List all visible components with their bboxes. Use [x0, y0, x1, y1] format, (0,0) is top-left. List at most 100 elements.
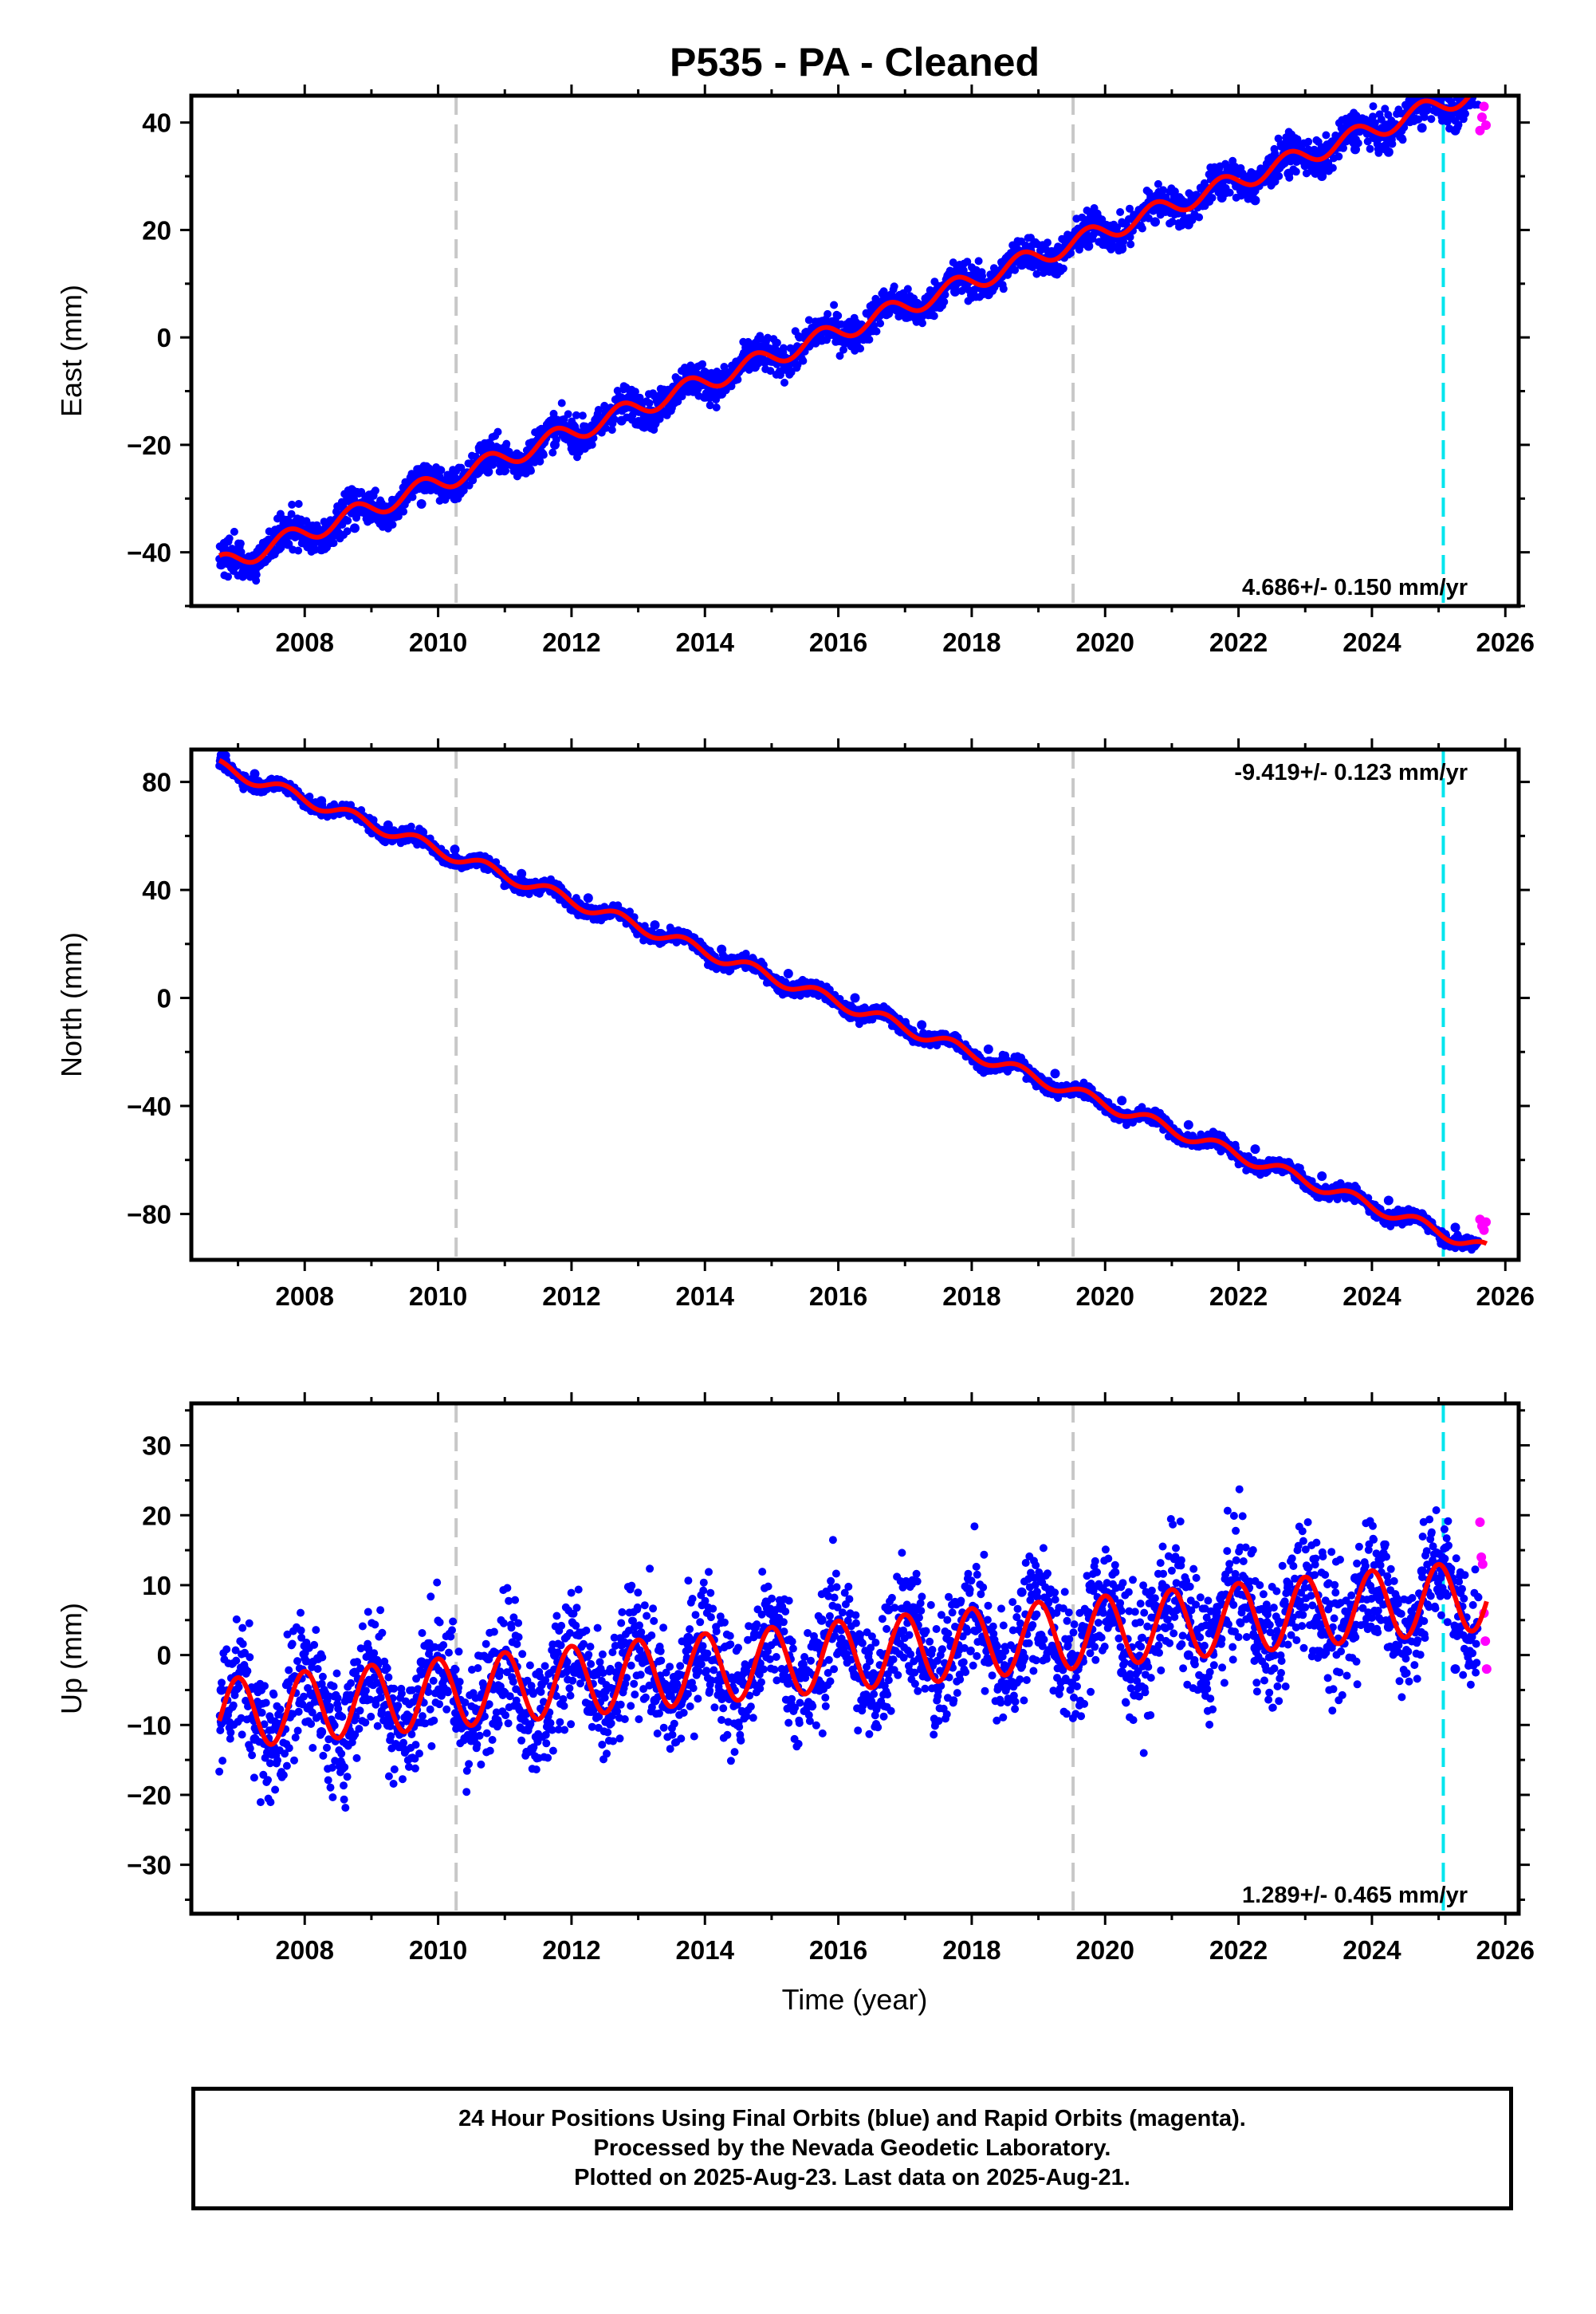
final-orbit-point — [1250, 1144, 1260, 1155]
final-orbit-point — [216, 560, 226, 570]
final-orbit-point — [749, 362, 760, 372]
y-tick-label: −30 — [127, 1851, 171, 1880]
y-axis-label: North (mm) — [55, 932, 88, 1077]
final-orbit-point — [883, 1604, 894, 1615]
final-orbit-point — [1050, 1068, 1060, 1079]
x-tick-label: 2026 — [1476, 628, 1535, 657]
model-fit-line — [218, 96, 1473, 565]
x-tick-label: 2026 — [1476, 1935, 1535, 1965]
final-orbit-point — [1117, 244, 1127, 254]
final-orbit-point — [583, 893, 593, 903]
final-orbit-point — [1117, 1667, 1127, 1678]
final-orbit-point — [650, 1695, 660, 1706]
x-tick-label: 2020 — [1076, 628, 1134, 657]
footer-line-3: Plotted on 2025-Aug-23. Last data on 202… — [574, 2165, 1130, 2190]
y-tick-label: 20 — [142, 215, 171, 245]
final-orbit-point — [650, 920, 660, 931]
final-orbit-point — [1083, 241, 1094, 251]
x-tick-label: 2026 — [1476, 1281, 1535, 1311]
final-orbit-point — [517, 1713, 527, 1723]
final-orbit-point — [583, 1706, 593, 1716]
x-axis-label: Time (year) — [782, 1983, 928, 2016]
y-tick-label: −20 — [127, 431, 171, 460]
final-orbit-point — [483, 1654, 493, 1663]
final-orbit-point — [1317, 1629, 1327, 1639]
final-orbit-point — [1050, 262, 1060, 273]
y-tick-label: 30 — [142, 1431, 171, 1461]
velocity-rate-label: 4.686+/- 0.150 mm/yr — [1242, 575, 1468, 600]
final-orbit-point — [816, 1615, 827, 1625]
final-orbit-point — [717, 1688, 727, 1698]
final-orbit-point — [717, 944, 727, 954]
final-orbit-scatter — [215, 96, 1482, 585]
x-tick-label: 2024 — [1342, 1935, 1401, 1965]
x-tick-label: 2008 — [276, 1281, 334, 1311]
final-orbit-point — [250, 566, 260, 577]
final-orbit-point — [683, 1632, 694, 1643]
x-tick-label: 2016 — [809, 628, 867, 657]
final-orbit-point — [483, 466, 493, 477]
final-orbit-point — [250, 1734, 260, 1744]
final-orbit-point — [650, 418, 660, 428]
x-tick-label: 2012 — [542, 628, 600, 657]
x-tick-label: 2012 — [542, 1281, 600, 1311]
rapid-orbit-point — [1475, 1517, 1485, 1528]
final-orbit-point — [316, 545, 327, 555]
final-orbit-point — [1417, 123, 1427, 133]
final-orbit-point — [383, 520, 393, 530]
final-orbit-point — [816, 335, 827, 345]
final-orbit-point — [1050, 1650, 1060, 1660]
final-orbit-point — [450, 1716, 460, 1726]
final-orbit-point — [583, 439, 593, 450]
x-tick-label: 2010 — [409, 628, 467, 657]
final-orbit-point — [1083, 1608, 1094, 1619]
final-orbit-point — [1450, 125, 1460, 136]
y-tick-label: −40 — [127, 538, 171, 568]
footer-line-1: 24 Hour Positions Using Final Orbits (bl… — [458, 2106, 1246, 2131]
final-orbit-point — [1383, 1622, 1394, 1632]
plot-frame — [189, 747, 1521, 1262]
y-tick-label: −80 — [127, 1199, 171, 1229]
y-tick-label: 10 — [142, 1571, 171, 1600]
final-orbit-point — [450, 844, 460, 855]
panels-group: 2008 2010 2012 2014 2016 2018 2020 2022 2024 2026… — [55, 85, 1535, 2016]
x-tick-label: 2016 — [809, 1281, 867, 1311]
final-orbit-point — [1016, 260, 1027, 270]
final-orbit-point — [883, 308, 894, 318]
y-tick-label: 80 — [142, 768, 171, 797]
final-orbit-point — [517, 466, 527, 477]
final-orbit-point — [283, 539, 293, 549]
plot-area — [215, 96, 1492, 606]
final-orbit-point — [783, 1678, 793, 1688]
x-tick-label: 2020 — [1076, 1281, 1134, 1311]
y-tick-label: −40 — [127, 1092, 171, 1121]
footer-line-2: Processed by the Nevada Geodetic Laborat… — [593, 2135, 1111, 2161]
final-orbit-point — [1350, 1573, 1361, 1584]
final-orbit-point — [549, 439, 560, 450]
x-tick-label: 2018 — [942, 1281, 1000, 1311]
plot-area — [215, 1403, 1492, 1914]
final-orbit-point — [1283, 1580, 1294, 1590]
final-orbit-point — [517, 868, 527, 879]
final-orbit-point — [1283, 168, 1294, 179]
panel-up: 2008 2010 2012 2014 2016 2018 2020 2022 2024 2026… — [55, 1392, 1535, 1965]
y-tick-label: 0 — [157, 323, 171, 352]
final-orbit-point — [549, 1650, 560, 1660]
final-orbit-point — [1150, 217, 1161, 227]
y-tick-label: 0 — [157, 1641, 171, 1671]
final-orbit-point — [383, 1720, 393, 1730]
x-tick-label: 2020 — [1076, 1935, 1134, 1965]
x-tick-label: 2014 — [676, 1281, 735, 1311]
final-orbit-point — [983, 1044, 993, 1054]
final-orbit-point — [250, 769, 260, 779]
x-tick-label: 2022 — [1209, 1935, 1268, 1965]
final-orbit-point — [616, 1639, 627, 1650]
final-orbit-point — [349, 523, 360, 533]
final-orbit-point — [950, 286, 961, 297]
chart-title: P535 - PA - Cleaned — [670, 40, 1040, 85]
final-orbit-point — [1417, 1566, 1427, 1576]
x-tick-label: 2008 — [276, 1935, 334, 1965]
final-orbit-point — [917, 1664, 927, 1675]
rapid-orbit-point — [1477, 1559, 1488, 1569]
y-axis-label: Up (mm) — [55, 1603, 88, 1714]
